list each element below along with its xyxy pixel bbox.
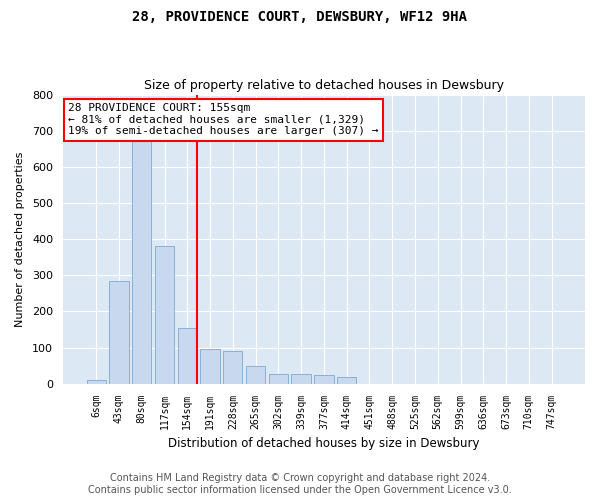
Text: 28, PROVIDENCE COURT, DEWSBURY, WF12 9HA: 28, PROVIDENCE COURT, DEWSBURY, WF12 9HA: [133, 10, 467, 24]
Bar: [246, 366, 265, 384]
Y-axis label: Number of detached properties: Number of detached properties: [15, 152, 25, 327]
Bar: [109, 280, 128, 384]
Bar: [223, 351, 242, 384]
Bar: [132, 134, 151, 384]
Bar: [314, 374, 334, 384]
Text: 28 PROVIDENCE COURT: 155sqm
← 81% of detached houses are smaller (1,329)
19% of : 28 PROVIDENCE COURT: 155sqm ← 81% of det…: [68, 103, 379, 136]
Bar: [178, 328, 197, 384]
Bar: [337, 377, 356, 384]
Text: Contains HM Land Registry data © Crown copyright and database right 2024.
Contai: Contains HM Land Registry data © Crown c…: [88, 474, 512, 495]
Bar: [86, 380, 106, 384]
Bar: [269, 374, 288, 384]
X-axis label: Distribution of detached houses by size in Dewsbury: Distribution of detached houses by size …: [168, 437, 479, 450]
Title: Size of property relative to detached houses in Dewsbury: Size of property relative to detached ho…: [144, 79, 504, 92]
Bar: [200, 350, 220, 384]
Bar: [292, 374, 311, 384]
Bar: [155, 246, 174, 384]
